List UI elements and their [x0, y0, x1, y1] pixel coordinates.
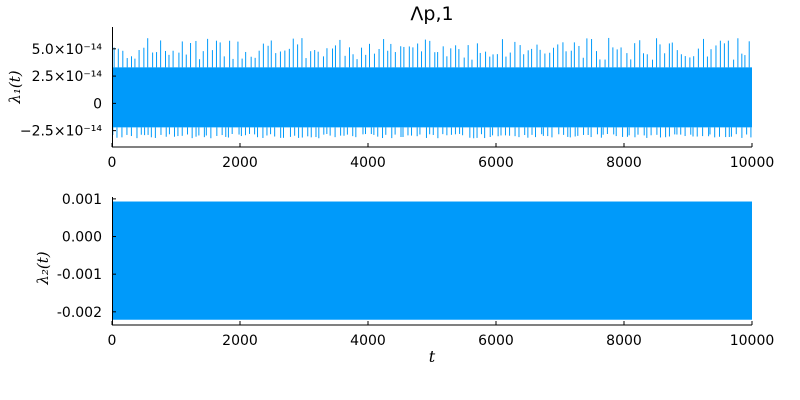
x-tick-label: 2000 [222, 333, 258, 349]
series-band [112, 67, 752, 128]
y-tick-label: 0.000 [62, 230, 102, 246]
x-tick-label: 10000 [730, 155, 775, 171]
x-tick-label: 4000 [350, 155, 386, 171]
y-tick-label: 0.001 [62, 192, 102, 208]
x-tick-label: 8000 [606, 155, 642, 171]
top-series-lambda1 [112, 37, 752, 139]
top-chart-title: Λp,1 [410, 3, 453, 25]
bottom-y-axis-label: λ₂(t) [34, 251, 52, 285]
x-tick-label: 8000 [606, 333, 642, 349]
x-tick-label: 0 [108, 155, 117, 171]
bottom-series-lambda2 [112, 201, 752, 320]
x-tick-label: 0 [108, 333, 117, 349]
y-tick-label: -0.001 [57, 267, 102, 283]
bottom-x-ticks: 0 2000 4000 6000 8000 10000 [108, 321, 775, 349]
y-tick-label: 2.5×10⁻¹⁴ [32, 69, 103, 85]
x-tick-label: 4000 [350, 333, 386, 349]
y-tick-label: 5.0×10⁻¹⁴ [32, 42, 103, 58]
y-tick-label: −2.5×10⁻¹⁴ [20, 124, 103, 140]
top-x-ticks: 0 2000 4000 6000 8000 10000 [108, 143, 775, 171]
x-tick-label: 2000 [222, 155, 258, 171]
x-tick-label: 6000 [478, 155, 514, 171]
top-y-axis-label: λ₁(t) [6, 70, 24, 104]
top-subplot: Λp,1 0 2000 4000 6000 8000 10000 −2.5×10⁻¹⁴ 0 2… [6, 3, 774, 171]
series-band [112, 201, 752, 320]
top-y-ticks: −2.5×10⁻¹⁴ 0 2.5×10⁻¹⁴ 5.0×10⁻¹⁴ [20, 42, 116, 140]
x-tick-label: 6000 [478, 333, 514, 349]
bottom-subplot: 0 2000 4000 6000 8000 10000 0.001 0.000 -0.001 -… [34, 192, 774, 366]
bottom-x-axis-label: t [429, 347, 436, 366]
x-tick-label: 10000 [730, 333, 775, 349]
bottom-y-ticks: 0.001 0.000 -0.001 -0.002 [57, 192, 116, 321]
y-tick-label: 0 [93, 96, 102, 112]
y-tick-label: -0.002 [57, 305, 102, 321]
